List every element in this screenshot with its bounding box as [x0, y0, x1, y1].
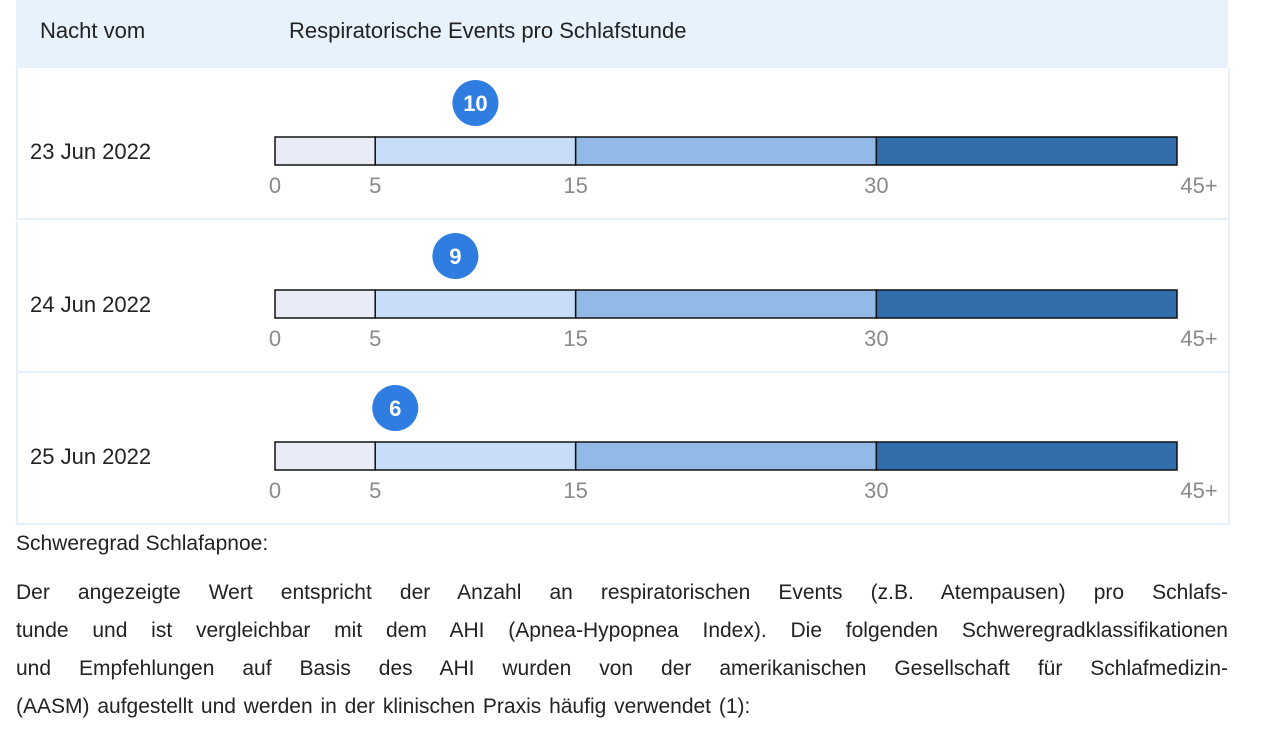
severity-scale: 0 5 15 30 45+ 9 [269, 232, 1218, 351]
paragraph-line: tunde und ist vergleichbar mit dem AHI (… [16, 619, 1228, 642]
column-header: Respiratorische Events pro Schlafstunde [289, 18, 687, 43]
tick-label: 45+ [1180, 173, 1217, 198]
value-marker [452, 80, 499, 126]
severity-band [875, 288, 1178, 319]
tick-label: 15 [563, 173, 587, 198]
severity-scale: 0 5 15 30 45+ 6 [269, 385, 1218, 503]
date: 25 Jun 2022 [30, 444, 152, 469]
paragraph-line: Der angezeigte Wert entspricht der Anzah… [16, 581, 1228, 604]
severity-band [574, 288, 878, 319]
severity-band [875, 441, 1178, 471]
paragraph: Der angezeigte Wert entspricht der Anzah… [16, 574, 1228, 726]
severity-band [374, 441, 577, 471]
tick-label: 0 [269, 173, 281, 198]
severity-band [574, 136, 878, 166]
heading: Schweregrad Schlafapnoe: [16, 532, 269, 555]
tick-label: 5 [369, 478, 381, 503]
table-header: Nacht vom Respiratorische Events pro Sch… [16, 0, 1228, 68]
explanation: Schweregrad Schlafapnoe: Der angezeigte … [16, 532, 1228, 726]
column-header: Nacht vom [40, 18, 146, 43]
severity-band [274, 136, 376, 166]
tick-label: 30 [864, 326, 888, 351]
severity-band [374, 136, 577, 166]
tick-label: 15 [563, 326, 587, 351]
table-row: 23 Jun 2022 0 5 15 30 45+ 10 [16, 68, 1230, 220]
tick-label: 5 [369, 173, 381, 198]
tick-label: 45+ [1180, 478, 1217, 503]
value-label: 10 [463, 91, 487, 116]
date: 23 Jun 2022 [30, 139, 152, 164]
value-label: 6 [389, 396, 401, 421]
severity-band [274, 288, 376, 319]
value-marker [372, 385, 419, 431]
paragraph-line: und Empfehlungen auf Basis des AHI wurde… [16, 657, 1228, 680]
severity-scale: 0 5 15 30 45+ 10 [269, 80, 1218, 198]
tick-label: 5 [369, 326, 381, 351]
tick-label: 15 [563, 478, 587, 503]
value-label: 9 [449, 244, 461, 269]
severity-band [274, 441, 376, 471]
value-marker [432, 232, 479, 279]
tick-label: 30 [864, 173, 888, 198]
severity-band [875, 136, 1178, 166]
table-row: 25 Jun 2022 0 5 15 30 45+ 6 [16, 373, 1230, 525]
tick-label: 45+ [1180, 326, 1217, 351]
paragraph-line: (AASM) aufgestellt und werden in der kli… [16, 695, 751, 718]
tick-label: 0 [269, 478, 281, 503]
severity-band [574, 441, 878, 471]
tick-label: 0 [269, 326, 281, 351]
severity-band [374, 288, 577, 319]
date: 24 Jun 2022 [30, 291, 152, 317]
table-row: 24 Jun 2022 0 5 15 30 45+ 9 [16, 220, 1230, 373]
tick-label: 30 [864, 478, 888, 503]
